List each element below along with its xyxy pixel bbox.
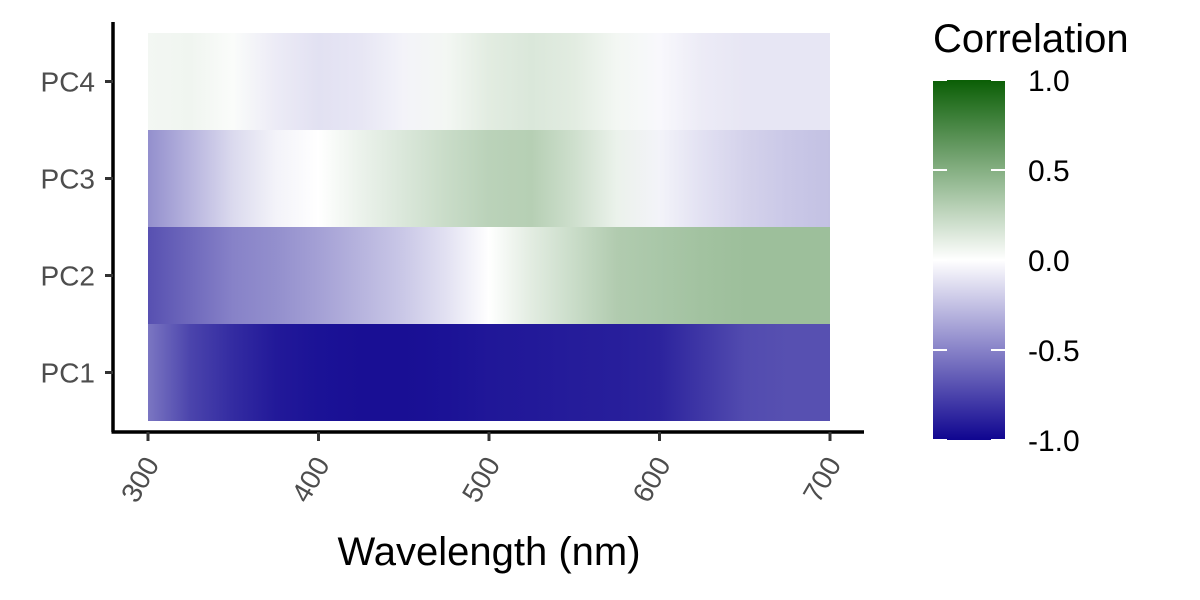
heatmap-row-pc4 <box>148 33 830 130</box>
colorbar-tick-label: 0.5 <box>1028 155 1070 188</box>
colorbar-title: Correlation <box>933 17 1129 61</box>
colorbar-tick-label: 1.0 <box>1028 65 1070 98</box>
colorbar-legend: Correlation 1.0 0.5 0.0 -0.5 -1.0 <box>933 17 1129 458</box>
x-tick-label: 700 <box>797 452 847 508</box>
colorbar-tick-label: 0.0 <box>1028 245 1070 278</box>
y-tick-label: PC2 <box>41 261 95 292</box>
y-tick-label: PC3 <box>41 164 95 195</box>
colorbar-tick-label: -0.5 <box>1028 335 1080 368</box>
x-axis-ticks: 300 400 500 600 700 <box>115 432 847 507</box>
y-tick-label: PC4 <box>41 67 95 98</box>
y-tick-label: PC1 <box>41 358 95 389</box>
heatmap-rows <box>148 33 830 421</box>
x-tick-label: 600 <box>626 452 676 508</box>
heatmap-row-pc2 <box>148 227 830 324</box>
y-axis-ticks: PC1 PC2 PC3 PC4 <box>41 67 113 389</box>
x-tick-label: 400 <box>285 452 335 508</box>
x-axis-title: Wavelength (nm) <box>337 530 640 574</box>
colorbar-tick-label: -1.0 <box>1028 425 1080 458</box>
heatmap-row-pc1 <box>148 324 830 421</box>
heatmap-row-pc3 <box>148 130 830 227</box>
x-tick-label: 500 <box>456 452 506 508</box>
x-tick-label: 300 <box>115 452 165 508</box>
